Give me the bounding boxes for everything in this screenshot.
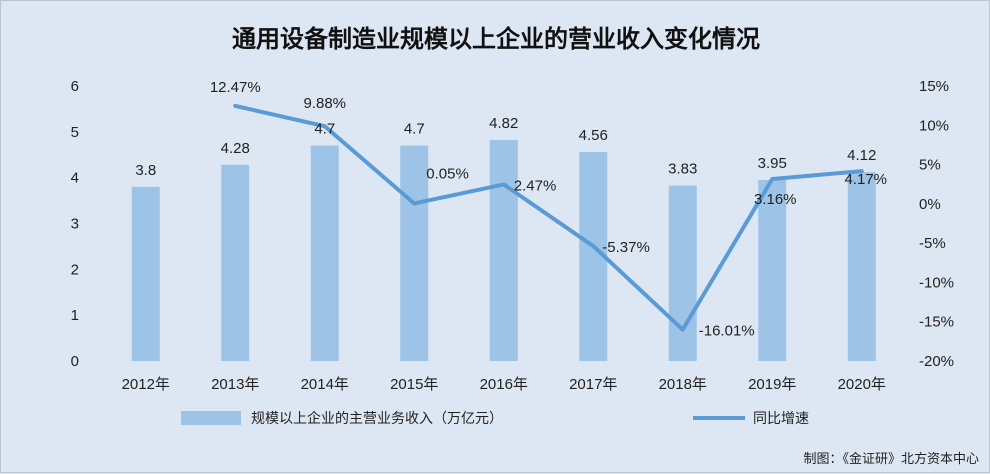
bar: [758, 179, 787, 361]
right-axis-tick-label: -5%: [919, 235, 946, 252]
bar-value-label: 4.12: [847, 147, 876, 164]
x-axis-ticks: 2012年 2013年 2014年 2015年 2016年 2017年 2018年 2019年…: [122, 376, 886, 393]
bar: [310, 145, 339, 361]
legend-bar-swatch: [181, 411, 241, 425]
bar-series: [131, 140, 876, 361]
bar-data-labels: 3.8 4.28 4.7 4.7 4.82 4.56 3.83 3.95 4.12: [135, 115, 876, 179]
right-axis-tick-label: 0%: [919, 196, 941, 213]
right-axis-ticks: -20% -15% -10% -5% 0% 5% 10% 15%: [919, 78, 954, 370]
left-axis-tick-label: 1: [71, 307, 79, 324]
line-series: [233, 103, 864, 332]
left-axis-tick-label: 2: [71, 261, 79, 278]
line-value-label: -16.01%: [699, 323, 755, 340]
line-value-label: 12.47%: [210, 79, 261, 96]
line-data-labels: 12.47% 9.88% 0.05% 2.47% -5.37% -16.01% 3.16% 4…: [210, 79, 887, 340]
right-axis-tick-label: -10%: [919, 274, 954, 291]
legend: 规模以上企业的主营业务收入（万亿元） 同比增速: [181, 410, 809, 427]
x-axis-tick-label: 2020年: [838, 376, 886, 393]
line-value-label: 4.17%: [844, 171, 887, 188]
bar: [131, 186, 160, 361]
x-axis-tick-label: 2018年: [659, 376, 707, 393]
x-axis-tick-label: 2016年: [480, 376, 528, 393]
right-axis-tick-label: -15%: [919, 314, 954, 331]
right-axis-tick-label: 10%: [919, 117, 949, 134]
legend-bar-label: 规模以上企业的主营业务收入（万亿元）: [251, 410, 503, 427]
left-axis-tick-label: 4: [71, 170, 79, 187]
x-axis-tick-label: 2014年: [301, 376, 349, 393]
left-axis-tick-label: 5: [71, 124, 79, 141]
source-note: 制图：《金证研》北方资本中心: [803, 451, 979, 467]
bar: [489, 140, 518, 361]
bar-value-label: 3.8: [135, 162, 156, 179]
x-axis-tick-label: 2019年: [748, 376, 796, 393]
bar-value-label: 4.56: [579, 127, 608, 144]
right-axis-tick-label: 15%: [919, 78, 949, 95]
legend-line-label: 同比增速: [753, 411, 809, 427]
x-axis-tick-label: 2015年: [390, 376, 438, 393]
bar: [400, 145, 429, 361]
bar-value-label: 4.7: [404, 121, 425, 138]
left-axis-tick-label: 0: [71, 353, 79, 370]
chart-title: 通用设备制造业规模以上企业的营业收入变化情况: [232, 25, 760, 53]
x-axis-tick-label: 2012年: [122, 376, 170, 393]
line-value-label: 3.16%: [754, 191, 797, 208]
line-value-label: 9.88%: [303, 95, 346, 112]
bar-value-label: 3.95: [758, 155, 787, 172]
bar-value-label: 4.28: [221, 140, 250, 157]
bar: [668, 185, 697, 361]
right-axis-tick-label: -20%: [919, 353, 954, 370]
growth-line: [233, 103, 864, 332]
bar-value-label: 4.82: [489, 115, 518, 132]
left-axis-tick-label: 6: [71, 78, 79, 95]
line-value-label: -5.37%: [602, 239, 650, 256]
bar-value-label: 3.83: [668, 160, 697, 177]
x-axis-tick-label: 2013年: [211, 376, 259, 393]
line-value-label: 2.47%: [514, 177, 557, 194]
left-axis-tick-label: 3: [71, 216, 79, 233]
bar-value-label: 4.7: [314, 121, 335, 138]
x-axis-tick-label: 2017年: [569, 376, 617, 393]
bar: [847, 172, 876, 361]
line-value-label: 0.05%: [426, 165, 469, 182]
left-axis-ticks: 0 1 2 3 4 5 6: [71, 78, 79, 370]
right-axis-tick-label: 5%: [919, 157, 941, 174]
bar: [221, 164, 250, 361]
